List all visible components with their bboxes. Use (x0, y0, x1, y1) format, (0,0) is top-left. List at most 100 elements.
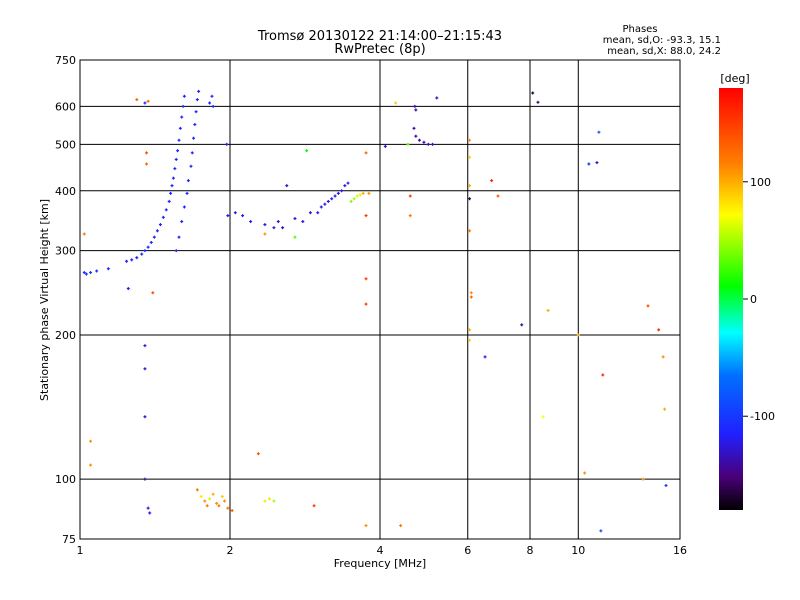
y-tick-label: 600 (55, 100, 76, 113)
data-point (469, 295, 473, 299)
data-point (169, 191, 173, 195)
colorbar-tick-label: 100 (750, 176, 771, 189)
data-point (211, 104, 215, 108)
data-point (151, 291, 155, 295)
data-point (587, 162, 591, 166)
data-point (664, 483, 668, 487)
colorbar-ticks: 100 0 -100 (743, 176, 775, 423)
data-point (230, 509, 234, 513)
data-point (422, 140, 426, 144)
data-point (536, 100, 540, 104)
data-point (333, 194, 337, 198)
data-point (135, 98, 139, 102)
data-point (597, 130, 601, 134)
x-tick-label: 6 (464, 544, 471, 557)
data-point (174, 157, 178, 161)
data-point (223, 499, 227, 503)
data-point (143, 367, 147, 371)
data-point (469, 291, 473, 295)
x-axis-ticks: 1 2 4 6 8 10 16 (77, 544, 688, 557)
data-point (364, 277, 368, 281)
data-point (601, 373, 605, 377)
data-point (468, 184, 472, 188)
data-point (210, 94, 214, 98)
data-point (143, 344, 147, 348)
y-axis-ticks: 75 100 200 300 400 500 600 750 (55, 54, 76, 546)
data-point (408, 214, 412, 218)
stats-line-o: mean, sd,O: -93.3, 15.1 (603, 35, 721, 46)
data-point (352, 197, 356, 201)
data-point (661, 355, 665, 359)
data-point (583, 471, 587, 475)
data-point (399, 524, 403, 528)
data-point (155, 229, 159, 233)
x-tick-label: 4 (377, 544, 384, 557)
data-point (143, 249, 147, 253)
data-point (158, 223, 162, 227)
data-point (468, 155, 472, 159)
data-point (140, 252, 144, 256)
data-point (167, 199, 171, 203)
x-tick-label: 1 (77, 544, 84, 557)
data-point (531, 91, 535, 95)
data-point (192, 136, 196, 140)
x-tick-label: 8 (527, 544, 534, 557)
data-point (394, 101, 398, 105)
data-point (145, 151, 149, 155)
data-point (241, 214, 245, 218)
plot-frame (79, 59, 681, 540)
data-point (346, 181, 350, 185)
data-point (135, 256, 139, 260)
data-point (215, 501, 219, 505)
data-point (186, 179, 190, 183)
data-point (185, 191, 189, 195)
data-point (161, 215, 165, 219)
data-point (263, 232, 267, 236)
data-point (355, 194, 359, 198)
data-point (226, 506, 230, 510)
y-axis-label: Stationary phase Virtual Height [km] (38, 199, 51, 401)
data-point (180, 115, 184, 119)
data-point (520, 323, 524, 327)
grid-lines (80, 60, 680, 539)
data-point (326, 199, 330, 203)
data-point (82, 232, 86, 236)
data-point (197, 89, 201, 93)
data-point (84, 272, 88, 276)
data-point (178, 126, 182, 130)
data-point (305, 149, 309, 153)
data-point (194, 110, 198, 114)
data-point (293, 217, 297, 221)
data-point (490, 179, 494, 183)
x-tick-label: 2 (227, 544, 234, 557)
data-point (383, 144, 387, 148)
data-point (205, 504, 209, 508)
data-point (330, 197, 334, 201)
stats-title: Phases (622, 24, 657, 35)
y-tick-label: 500 (55, 138, 76, 151)
data-point (293, 235, 297, 239)
data-point (663, 407, 667, 411)
data-point (361, 191, 365, 195)
data-point (143, 101, 147, 105)
data-point (483, 355, 487, 359)
data-point (148, 511, 152, 515)
data-point (263, 499, 267, 503)
y-tick-label: 200 (55, 329, 76, 342)
data-point (343, 184, 347, 188)
data-point (174, 249, 178, 253)
data-point (285, 184, 289, 188)
data-point (171, 176, 175, 180)
data-point (226, 214, 230, 218)
colorbar (719, 88, 743, 510)
data-point (211, 492, 215, 496)
data-point (412, 126, 416, 130)
data-point (130, 258, 134, 262)
data-point (95, 269, 99, 273)
data-point (164, 208, 168, 212)
data-point (336, 191, 340, 195)
data-point (208, 101, 212, 105)
data-point (406, 142, 410, 146)
data-point (349, 199, 353, 203)
